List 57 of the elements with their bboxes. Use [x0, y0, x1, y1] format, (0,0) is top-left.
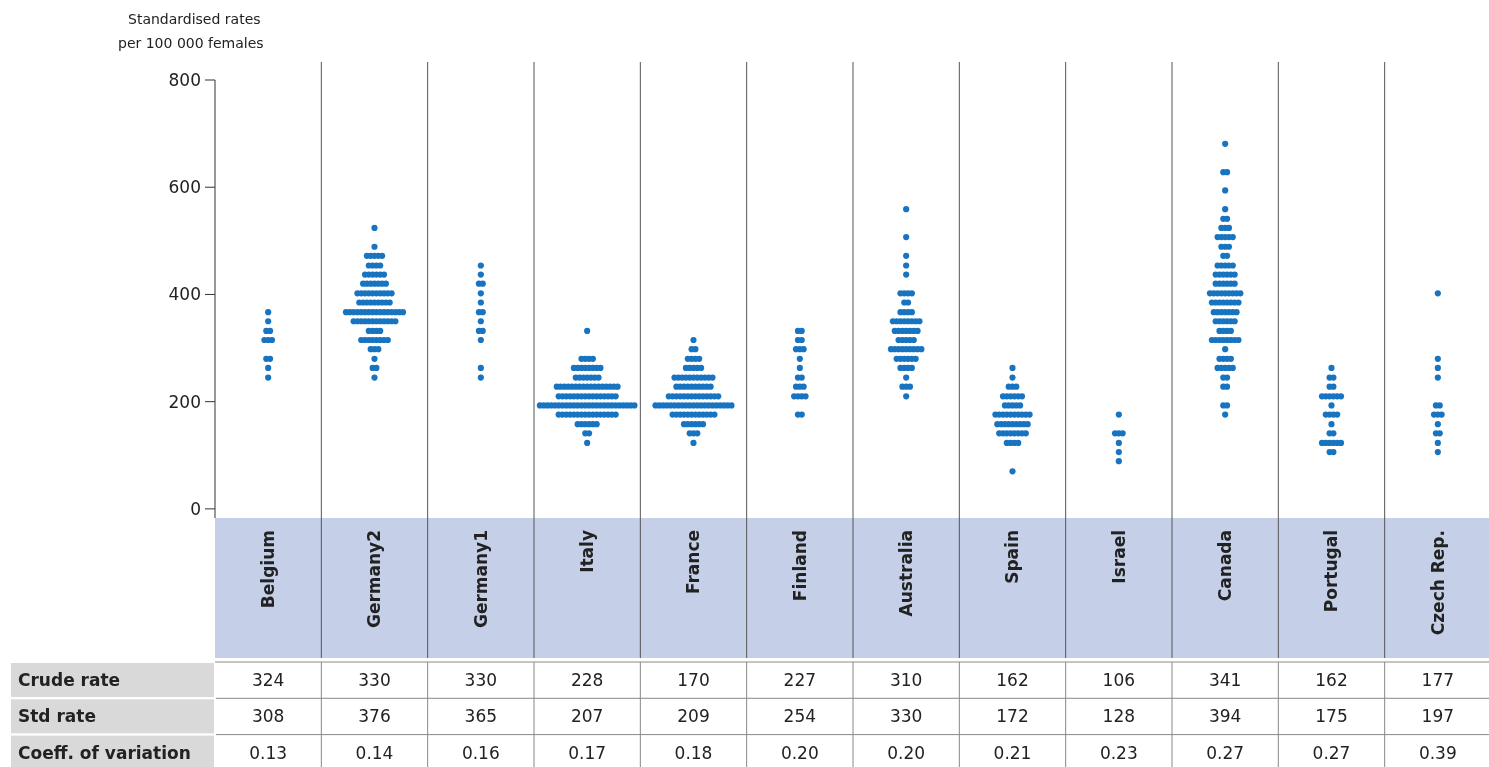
text: 0.23	[1099, 742, 1138, 763]
y-tick-label: 800	[168, 69, 201, 90]
text: Coeff. of variation	[18, 742, 191, 763]
x-tick-label: Belgium	[258, 530, 279, 609]
text: 170	[677, 670, 710, 691]
text: 0.27	[1206, 742, 1245, 763]
text: 254	[783, 706, 817, 727]
text: Crude rate	[18, 670, 121, 691]
text: 0.20	[780, 742, 819, 763]
text: 0.21	[993, 742, 1032, 763]
text: 341	[1208, 670, 1242, 691]
text: 0.18	[674, 742, 713, 763]
x-tick-label: Italy	[577, 530, 598, 573]
text: 175	[1315, 706, 1348, 727]
text: 308	[251, 706, 285, 727]
text: 162	[996, 670, 1029, 691]
x-tick-label: Spain	[1002, 530, 1023, 584]
y-tick-label: 600	[168, 177, 201, 198]
text: 177	[1421, 670, 1455, 691]
text: 0.16	[461, 742, 500, 763]
y-tick-label: 400	[168, 284, 201, 305]
text: 228	[570, 670, 604, 691]
text: 0.27	[1312, 742, 1351, 763]
y-axis-title: Standardised rates per 100 000 females	[118, 11, 264, 51]
text: 209	[677, 706, 710, 727]
text: 128	[1102, 706, 1136, 727]
text: 0.17	[568, 742, 607, 763]
text: 376	[358, 706, 391, 727]
text: 310	[889, 670, 923, 691]
x-tick-label: Australia	[896, 530, 917, 617]
text: 330	[464, 670, 498, 691]
x-tick-label: Germany1	[470, 530, 491, 629]
text: 0.13	[249, 742, 288, 763]
text: 365	[464, 706, 498, 727]
text: 197	[1421, 706, 1455, 727]
text: 0.20	[887, 742, 926, 763]
text: 330	[358, 670, 391, 691]
text: 0.39	[1418, 742, 1457, 763]
text: 207	[570, 706, 604, 727]
text: 172	[996, 706, 1029, 727]
text: 106	[1102, 670, 1136, 691]
x-tick-label: Israel	[1108, 530, 1129, 584]
x-tick-label: Portugal	[1321, 530, 1342, 613]
x-tick-label: Czech Rep.	[1427, 530, 1448, 636]
text: 0.14	[355, 742, 394, 763]
text: 324	[251, 670, 285, 691]
text: 227	[783, 670, 817, 691]
x-tick-label: Finland	[789, 530, 810, 602]
text: Std rate	[18, 706, 96, 727]
text: 394	[1208, 706, 1242, 727]
x-tick-label: France	[683, 530, 704, 595]
y-tick-label: 0	[190, 498, 201, 519]
text: 162	[1315, 670, 1348, 691]
y-tick-label: 200	[168, 391, 201, 412]
x-tick-label: Canada	[1215, 530, 1236, 602]
text: 330	[889, 706, 923, 727]
x-tick-label: Germany2	[364, 530, 385, 629]
